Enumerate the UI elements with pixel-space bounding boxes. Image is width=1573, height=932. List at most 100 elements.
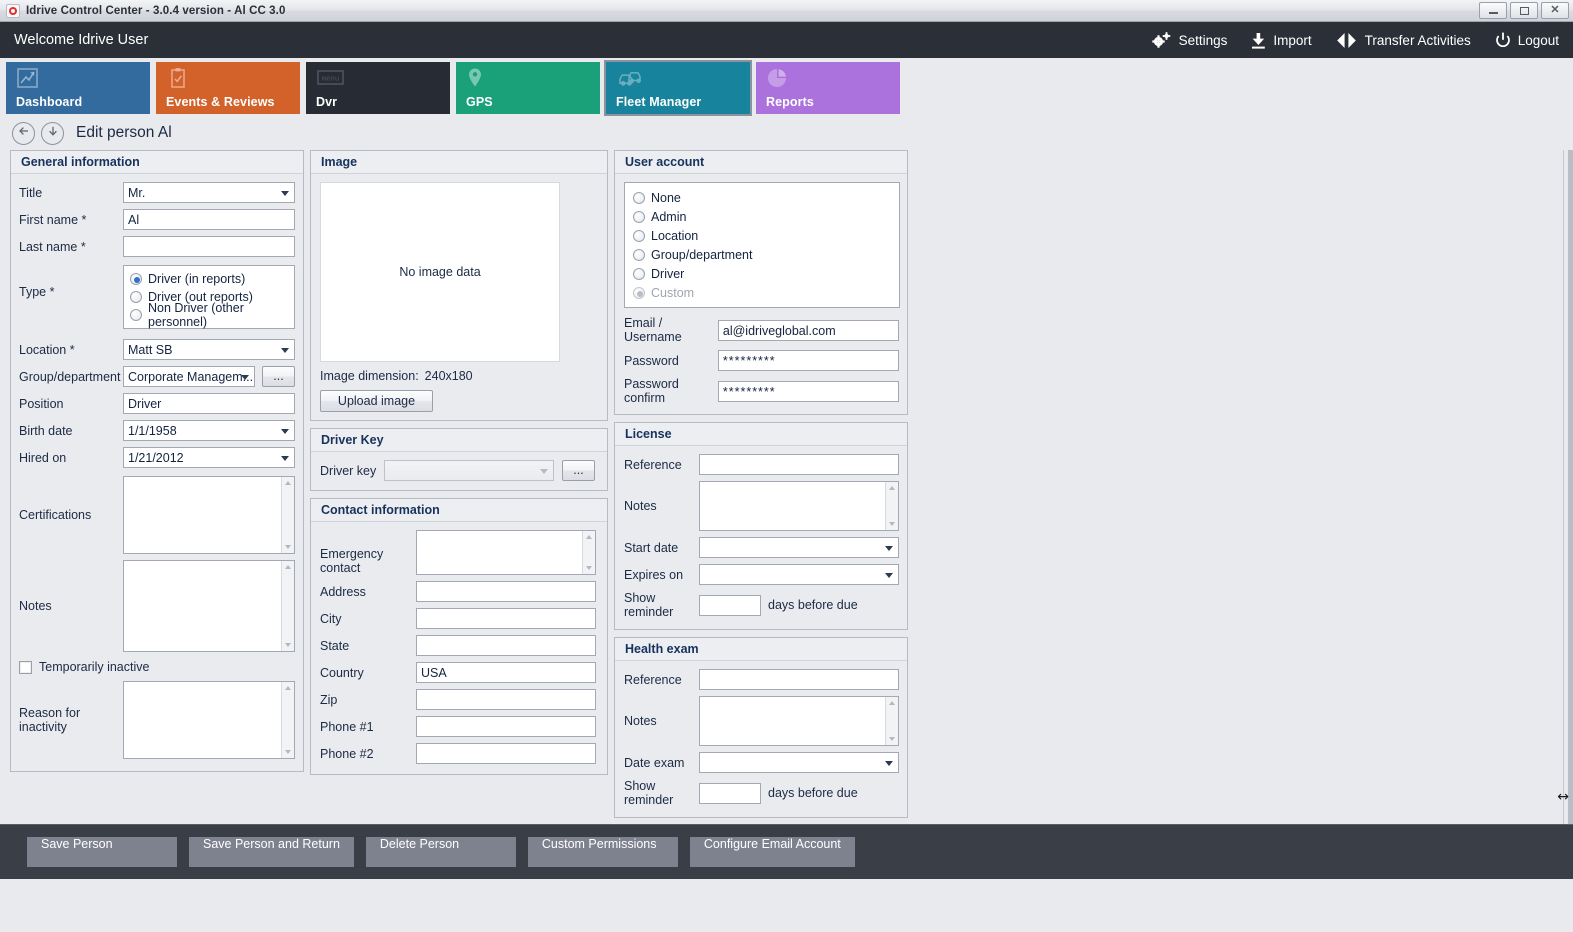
driver-key-browse-button[interactable]: ... [562, 460, 595, 481]
role-option-2-label: Location [651, 228, 699, 243]
tab-dashboard[interactable]: Dashboard [6, 62, 150, 114]
address-label: Address [320, 584, 366, 599]
health-notes-scrollbar[interactable] [885, 697, 898, 745]
title-label: Title [19, 185, 43, 200]
group-department-combo-value: Corporate Managem... [128, 370, 254, 384]
reason-for-inactivity-textarea[interactable] [123, 681, 295, 759]
license-expires-on-label: Expires on [624, 567, 684, 582]
birth-date-picker[interactable]: 1/1/1958 [123, 420, 295, 441]
zip-input[interactable] [416, 689, 596, 710]
delete-person-button[interactable]: Delete Person [365, 837, 516, 867]
health-reminder-input[interactable] [699, 782, 761, 804]
country-input[interactable]: USA [416, 662, 596, 683]
hired-on-label: Hired on [19, 450, 67, 465]
radio-dot-icon [130, 309, 142, 321]
emergency-contact-textarea[interactable] [416, 530, 596, 575]
row-health-reminder: Show reminder days before due [624, 779, 899, 807]
notes-scrollbar[interactable] [281, 561, 294, 651]
import-button[interactable]: Import [1251, 32, 1312, 49]
tab-dvr-label: Dvr [316, 95, 338, 109]
tab-fleet-manager[interactable]: Fleet Manager [604, 60, 752, 116]
window-controls: ✕ [1479, 2, 1569, 19]
city-label: City [320, 611, 342, 626]
position-input[interactable]: Driver [123, 393, 295, 414]
license-start-date-picker[interactable] [699, 537, 899, 558]
certifications-textarea[interactable] [123, 476, 295, 554]
password-confirm-input[interactable]: ********* [717, 380, 899, 402]
group-department-combo[interactable]: Corporate Managem... [123, 366, 255, 387]
row-hired-on: Hired on 1/21/2012 [19, 447, 295, 468]
state-input[interactable] [416, 635, 596, 656]
right-scroll-rail[interactable] [1563, 150, 1573, 879]
last-name-label: Last name * [19, 239, 86, 254]
title-combo[interactable]: Mr. [123, 182, 295, 203]
save-person-and-return-button[interactable]: Save Person and Return [189, 837, 354, 867]
role-option-driver[interactable]: Driver [633, 264, 891, 283]
license-notes-scrollbar[interactable] [885, 482, 898, 530]
location-combo[interactable]: Matt SB [123, 339, 295, 360]
tab-reports[interactable]: Reports [756, 62, 900, 114]
panel-license: License Reference Notes [614, 422, 908, 630]
row-type: Type * Driver (in reports) Driver (out r… [19, 265, 295, 329]
role-option-location[interactable]: Location [633, 226, 891, 245]
type-option-driver-in-reports[interactable]: Driver (in reports) [130, 270, 288, 288]
type-option-non-driver[interactable]: Non Driver (other personnel) [130, 301, 288, 329]
configure-email-account-button[interactable]: Configure Email Account [689, 837, 855, 867]
zip-label: Zip [320, 692, 338, 707]
radio-dot-icon [633, 229, 645, 242]
tab-dvr[interactable]: menu Dvr [306, 62, 450, 114]
settings-button[interactable]: Settings [1150, 31, 1227, 49]
address-input[interactable] [416, 581, 596, 602]
role-option-group-department[interactable]: Group/department [633, 245, 891, 264]
phone-1-input[interactable] [416, 716, 596, 737]
type-option-driver-out-reports[interactable]: Driver (out reports) [130, 288, 288, 306]
license-notes-textarea[interactable] [699, 481, 899, 531]
license-expires-on-picker[interactable] [699, 564, 899, 585]
row-temporarily-inactive[interactable]: Temporarily inactive [19, 660, 295, 674]
emergency-contact-scrollbar[interactable] [582, 531, 595, 574]
driver-key-combo[interactable] [384, 460, 554, 481]
tab-gps[interactable]: GPS [456, 62, 600, 114]
import-label: Import [1273, 32, 1312, 48]
scroll-up-icon [889, 486, 895, 490]
close-button[interactable]: ✕ [1541, 2, 1569, 19]
custom-permissions-button[interactable]: Custom Permissions [527, 837, 678, 867]
save-person-button[interactable]: Save Person [27, 837, 177, 867]
scroll-track[interactable] [1568, 150, 1573, 879]
city-input[interactable] [416, 608, 596, 629]
upload-image-button[interactable]: Upload image [320, 390, 433, 412]
row-license-reminder: Show reminder days before due [624, 591, 899, 619]
minimize-button[interactable] [1479, 2, 1507, 19]
transfer-activities-button[interactable]: Transfer Activities [1336, 32, 1471, 49]
certifications-scrollbar[interactable] [281, 477, 294, 553]
certifications-label: Certifications [19, 508, 92, 522]
role-option-none[interactable]: None [633, 188, 891, 207]
hired-on-picker[interactable]: 1/21/2012 [123, 447, 295, 468]
health-notes-textarea[interactable] [699, 696, 899, 746]
header-actions: Settings Import Transfer Activities [1150, 31, 1559, 49]
maximize-button[interactable] [1510, 2, 1538, 19]
tab-events-reviews[interactable]: Events & Reviews [156, 62, 300, 114]
license-reference-input[interactable] [699, 454, 899, 475]
back-button[interactable] [12, 121, 35, 145]
scroll-down-icon [285, 545, 291, 549]
role-option-admin[interactable]: Admin [633, 207, 891, 226]
reason-scrollbar[interactable] [281, 682, 294, 758]
health-reference-input[interactable] [699, 669, 899, 690]
email-username-input[interactable]: al@idriveglobal.com [717, 319, 899, 341]
image-preview[interactable]: No image data [320, 182, 560, 362]
last-name-input[interactable] [123, 236, 295, 257]
first-name-input[interactable]: Al [123, 209, 295, 230]
health-date-exam-picker[interactable] [699, 752, 899, 773]
license-reminder-input[interactable] [699, 594, 761, 616]
row-certifications: Certifications [19, 476, 295, 554]
phone-2-input[interactable] [416, 743, 596, 764]
temporarily-inactive-checkbox[interactable] [19, 660, 32, 674]
group-department-browse-button[interactable]: ... [262, 366, 295, 387]
password-input[interactable]: ********* [717, 350, 899, 371]
tab-fleet-manager-label: Fleet Manager [616, 95, 702, 109]
logout-button[interactable]: Logout [1495, 32, 1559, 48]
notes-textarea[interactable] [123, 560, 295, 652]
page-title: Edit person Al [76, 124, 172, 141]
down-button[interactable] [41, 121, 64, 145]
